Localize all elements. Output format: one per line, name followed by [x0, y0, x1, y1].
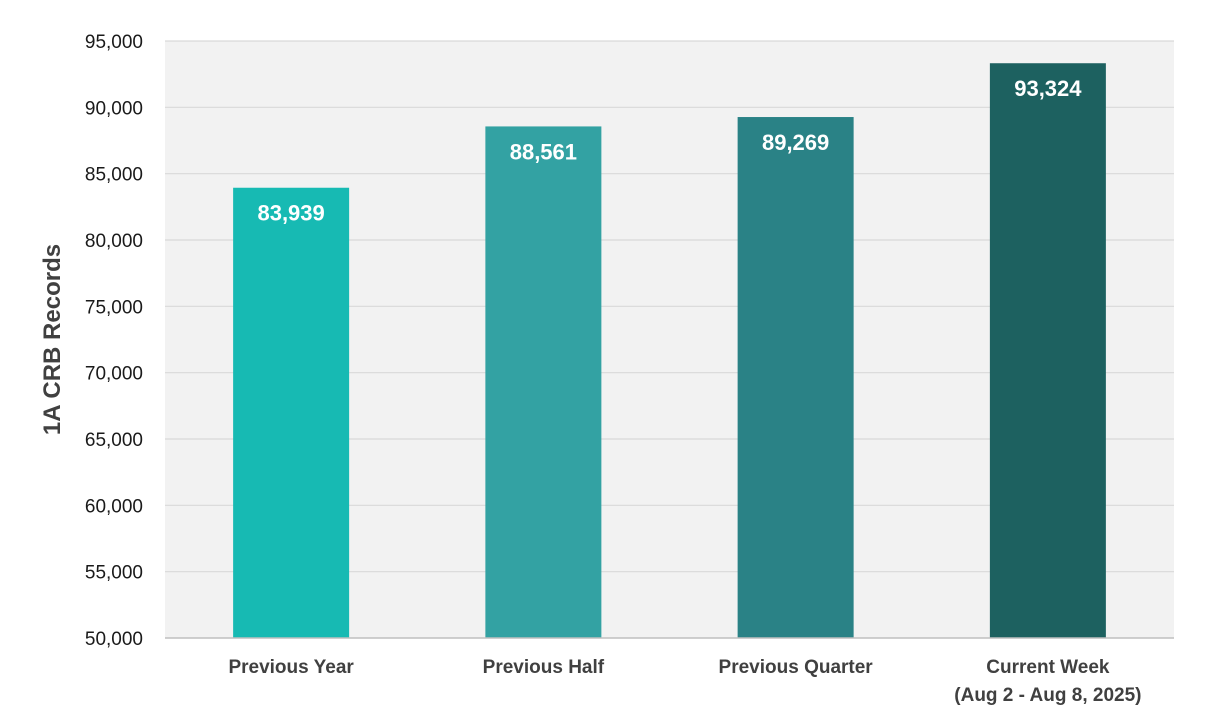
- bars: [233, 63, 1106, 639]
- data-label: 88,561: [510, 139, 577, 164]
- data-label: 89,269: [762, 130, 829, 155]
- y-axis-title: 1A CRB Records: [39, 244, 66, 435]
- y-tick-label: 85,000: [85, 165, 143, 186]
- y-tick-label: 95,000: [85, 32, 143, 53]
- y-tick-label: 55,000: [85, 563, 143, 584]
- y-tick-label: 65,000: [85, 430, 143, 451]
- y-tick-label: 90,000: [85, 98, 143, 119]
- x-category-label: (Aug 2 - Aug 8, 2025): [954, 685, 1141, 706]
- bar: [233, 187, 350, 638]
- bar: [989, 63, 1106, 639]
- y-axis-tick-labels: 50,000 55,000 60,000 65,000 70,000 75,000 80,0…: [85, 32, 143, 650]
- y-tick-label: 70,000: [85, 364, 143, 385]
- data-label: 83,939: [257, 201, 324, 226]
- y-tick-label: 60,000: [85, 496, 143, 517]
- bar: [737, 117, 854, 639]
- x-category-label: Previous Quarter: [719, 657, 874, 678]
- y-tick-label: 80,000: [85, 231, 143, 252]
- x-axis-category-labels: Previous Year Previous Half Previous Quart…: [228, 657, 1141, 706]
- data-labels: 83,939 88,561 89,269 93,324: [257, 76, 1082, 226]
- x-category-label: Previous Year: [228, 657, 354, 678]
- y-tick-label: 75,000: [85, 297, 143, 318]
- x-category-label: Previous Half: [483, 657, 605, 678]
- x-category-label: Current Week: [986, 657, 1110, 678]
- bar: [485, 126, 602, 638]
- y-tick-label: 50,000: [85, 629, 143, 650]
- data-label: 93,324: [1014, 76, 1082, 101]
